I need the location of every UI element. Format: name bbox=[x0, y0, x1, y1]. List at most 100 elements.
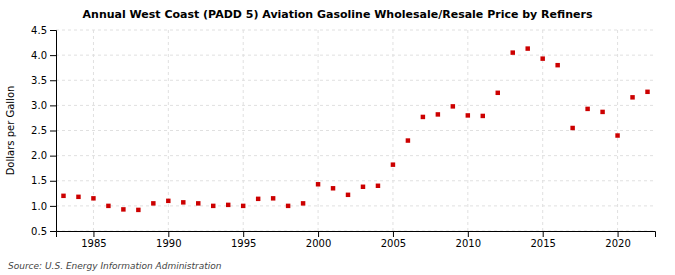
tick: 2000 bbox=[306, 231, 331, 249]
tick-label: 4.0 bbox=[31, 50, 47, 61]
tick: 2.0 bbox=[31, 150, 56, 161]
tick-mark bbox=[468, 231, 469, 237]
y-axis: 0.5 1.0 1.5 2.0 2.5 3.0 3.5 4.0 4.5 bbox=[31, 25, 56, 237]
grid-line bbox=[56, 205, 655, 206]
point bbox=[196, 201, 200, 205]
tick: 2020 bbox=[605, 231, 630, 249]
point bbox=[600, 110, 604, 114]
grid-line bbox=[617, 30, 618, 231]
grid-line bbox=[56, 180, 655, 181]
tick: 1.5 bbox=[31, 175, 56, 186]
point bbox=[121, 207, 125, 211]
tick-label: 0.5 bbox=[31, 226, 47, 237]
point bbox=[570, 126, 574, 130]
tick-mark bbox=[50, 80, 56, 81]
point bbox=[76, 195, 80, 199]
point bbox=[540, 56, 544, 60]
tick-mark bbox=[243, 231, 244, 237]
point bbox=[226, 203, 230, 207]
point bbox=[136, 208, 140, 212]
point bbox=[181, 200, 185, 204]
point bbox=[331, 186, 335, 190]
point bbox=[376, 184, 380, 188]
point bbox=[361, 185, 365, 189]
point bbox=[91, 196, 95, 200]
tick: 2.5 bbox=[31, 125, 56, 136]
tick-label: 2.5 bbox=[31, 125, 47, 136]
point bbox=[466, 113, 470, 117]
tick-mark bbox=[318, 231, 319, 237]
point bbox=[481, 114, 485, 118]
title: Annual West Coast (PADD 5) Aviation Gaso… bbox=[83, 8, 593, 21]
tick: 3.5 bbox=[31, 75, 56, 86]
tick: 4.5 bbox=[31, 25, 56, 36]
tick: 1995 bbox=[231, 231, 256, 249]
point bbox=[496, 91, 500, 95]
axis-line bbox=[57, 232, 656, 238]
tick-mark bbox=[50, 131, 56, 132]
grid-line bbox=[318, 30, 319, 231]
tick: 1.0 bbox=[31, 201, 56, 212]
grid-line bbox=[467, 30, 468, 231]
tick-label: 3.5 bbox=[31, 75, 47, 86]
tick-label: 1.0 bbox=[31, 201, 47, 212]
tick: 2015 bbox=[530, 231, 555, 249]
grid-line bbox=[56, 105, 655, 106]
tick-mark bbox=[393, 231, 394, 237]
tick-label: 1.5 bbox=[31, 175, 47, 186]
point bbox=[346, 193, 350, 197]
point bbox=[555, 63, 559, 67]
point bbox=[421, 115, 425, 119]
tick: 3.0 bbox=[31, 100, 56, 111]
grid-line bbox=[56, 55, 655, 56]
point bbox=[406, 138, 410, 142]
tick-label: 1995 bbox=[231, 238, 256, 249]
point bbox=[511, 50, 515, 54]
point bbox=[241, 204, 245, 208]
grid bbox=[56, 30, 655, 231]
point bbox=[301, 201, 305, 205]
point bbox=[61, 194, 65, 198]
point bbox=[271, 196, 275, 200]
tick-mark bbox=[50, 181, 56, 182]
point bbox=[630, 95, 634, 99]
point bbox=[645, 90, 649, 94]
point bbox=[391, 162, 395, 166]
tick-mark bbox=[168, 231, 169, 237]
grid-line bbox=[56, 80, 655, 81]
point bbox=[286, 204, 290, 208]
grid-line bbox=[56, 30, 655, 31]
tick-label: 2005 bbox=[381, 238, 406, 249]
tick: 1985 bbox=[81, 231, 106, 249]
tick-mark bbox=[50, 30, 56, 31]
tick: 4.0 bbox=[31, 50, 56, 61]
source: Source: U.S. Energy Information Administ… bbox=[8, 261, 222, 271]
tick-mark bbox=[618, 231, 619, 237]
point bbox=[615, 133, 619, 137]
tick-label: 1990 bbox=[156, 238, 181, 249]
tick-label: 1985 bbox=[81, 238, 106, 249]
tick: 2005 bbox=[381, 231, 406, 249]
tick-mark bbox=[93, 231, 94, 237]
tick: 1990 bbox=[156, 231, 181, 249]
tick-mark bbox=[543, 231, 544, 237]
tick: 0.5 bbox=[31, 226, 56, 237]
plot: 1985 1990 1995 2000 2005 2010 2015 2020 0.5 1.0 1.… bbox=[31, 25, 655, 249]
point bbox=[151, 201, 155, 205]
point bbox=[451, 104, 455, 108]
point bbox=[436, 112, 440, 116]
tick: 2010 bbox=[456, 231, 481, 249]
axis-line bbox=[50, 31, 57, 232]
point bbox=[166, 199, 170, 203]
point bbox=[106, 204, 110, 208]
y-axis-title: Dollars per Gallon bbox=[5, 86, 16, 176]
tick-label: 2.0 bbox=[31, 150, 47, 161]
point bbox=[585, 107, 589, 111]
tick-label: 3.0 bbox=[31, 100, 47, 111]
tick-mark bbox=[50, 105, 56, 106]
point bbox=[211, 204, 215, 208]
tick-mark bbox=[50, 156, 56, 157]
x-axis: 1985 1990 1995 2000 2005 2010 2015 2020 bbox=[57, 231, 656, 249]
tick-label: 2020 bbox=[605, 238, 630, 249]
grid-line bbox=[56, 155, 655, 156]
